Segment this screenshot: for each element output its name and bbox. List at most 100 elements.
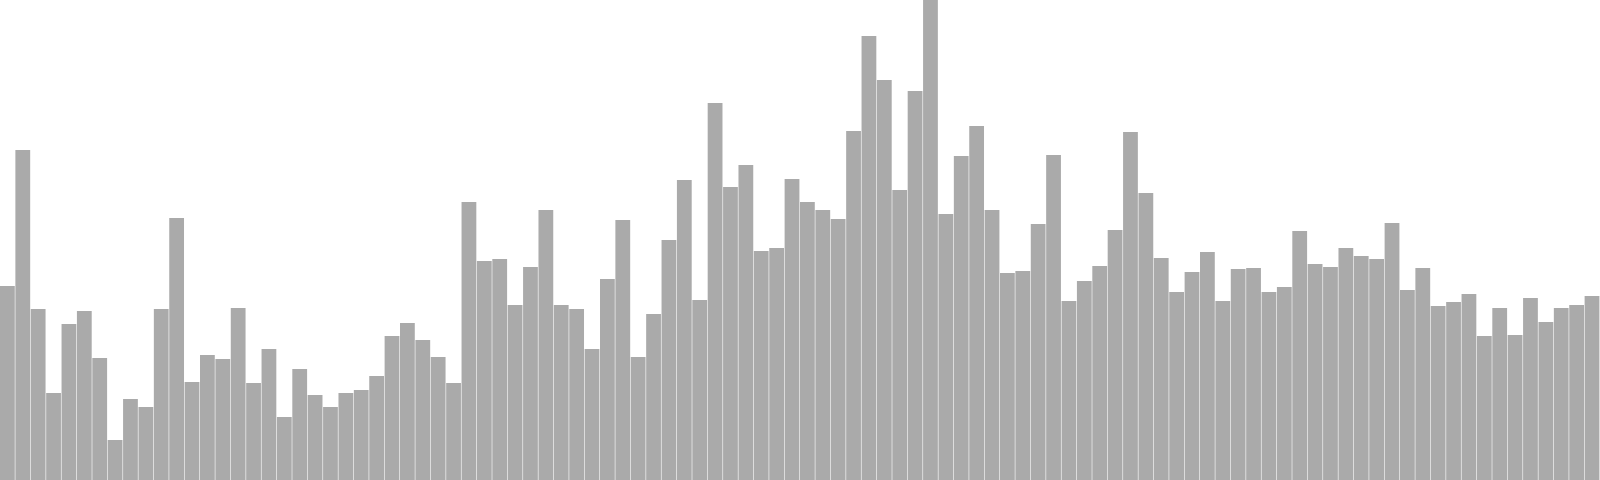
bar-46	[692, 300, 708, 480]
bar-51	[769, 248, 785, 480]
bar-44	[661, 240, 677, 480]
bar-23	[338, 393, 354, 480]
bar-38	[569, 309, 585, 480]
bar-54	[815, 210, 831, 480]
bar-22	[323, 407, 338, 480]
bar-2	[15, 150, 31, 480]
bar-34	[507, 305, 523, 480]
bar-45	[676, 180, 692, 480]
bar-81	[1230, 269, 1246, 480]
bar-39	[584, 349, 600, 480]
bar-82	[1246, 268, 1261, 480]
bar-61	[923, 0, 938, 480]
bar-33	[492, 259, 508, 480]
bar-6	[76, 311, 92, 480]
bar-89	[1353, 256, 1369, 480]
bar-91	[1384, 223, 1400, 480]
bar-15	[215, 359, 231, 480]
bar-92	[1400, 290, 1415, 480]
bar-27	[400, 323, 415, 480]
bar-17	[246, 383, 261, 480]
bar-95	[1446, 302, 1461, 480]
bar-24	[353, 390, 369, 480]
bar-42	[630, 357, 646, 480]
bar-43	[646, 314, 661, 480]
bar-100	[1523, 298, 1538, 480]
bar-57	[861, 36, 877, 480]
bar-75	[1138, 193, 1154, 480]
bar-88	[1338, 248, 1354, 480]
bar-21	[307, 395, 323, 480]
bar-102	[1553, 308, 1569, 480]
bar-31	[461, 202, 477, 480]
bar-83	[1261, 292, 1277, 480]
bar-68	[1030, 224, 1046, 480]
bar-58	[876, 80, 892, 480]
bar-73	[1107, 230, 1123, 480]
bar-72	[1092, 266, 1108, 480]
bar-25	[369, 376, 385, 480]
bar-8	[107, 440, 123, 480]
bar-70	[1061, 301, 1077, 480]
bar-65	[984, 210, 1000, 480]
bar-85	[1292, 231, 1308, 480]
bar-20	[292, 369, 308, 480]
bar-47	[707, 103, 723, 480]
bar-50	[753, 251, 769, 480]
bar-35	[523, 267, 538, 480]
bar-98	[1492, 308, 1508, 480]
bar-29	[430, 357, 446, 480]
bar-13	[184, 382, 200, 480]
bar-74	[1123, 132, 1138, 480]
bar-36	[538, 210, 554, 480]
bar-96	[1461, 294, 1477, 480]
bar-41	[615, 220, 631, 480]
bar-19	[276, 417, 292, 480]
bar-86	[1307, 264, 1323, 480]
bar-63	[953, 156, 969, 480]
bar-60	[907, 91, 923, 480]
bar-64	[969, 126, 985, 480]
bar-62	[938, 214, 954, 480]
bar-53	[800, 202, 815, 480]
bar-55	[830, 219, 846, 480]
bar-49	[738, 165, 754, 480]
bar-26	[384, 336, 400, 480]
bar-59	[892, 190, 908, 480]
bar-30	[446, 383, 461, 480]
bar-99	[1507, 335, 1523, 480]
bar-16	[230, 308, 246, 480]
bar-52	[784, 179, 800, 480]
bar-3	[30, 309, 46, 480]
bar-56	[846, 131, 861, 480]
bar-12	[169, 218, 185, 480]
bar-9	[123, 399, 138, 480]
bar-4	[46, 393, 61, 480]
bar-76	[1153, 258, 1169, 480]
bar-77	[1169, 292, 1185, 480]
bar-101	[1538, 322, 1554, 480]
bar-7	[92, 358, 108, 480]
bar-79	[1200, 252, 1215, 480]
bar-18	[261, 349, 277, 480]
bar-80	[1215, 301, 1231, 480]
bar-94	[1430, 306, 1446, 480]
bar-37	[553, 305, 569, 480]
bar-14	[200, 355, 215, 480]
bar-78	[1184, 272, 1200, 480]
bar-48	[723, 187, 738, 480]
bar-103	[1569, 305, 1585, 480]
bar-66	[1000, 273, 1015, 480]
bar-87	[1323, 267, 1338, 480]
bar-5	[61, 324, 77, 480]
bar-1	[0, 286, 15, 480]
bar-97	[1476, 336, 1492, 480]
bar-67	[1015, 271, 1031, 480]
bar-10	[138, 407, 154, 480]
bar-69	[1046, 155, 1061, 480]
bar-90	[1369, 259, 1385, 480]
bar-28	[415, 340, 431, 480]
